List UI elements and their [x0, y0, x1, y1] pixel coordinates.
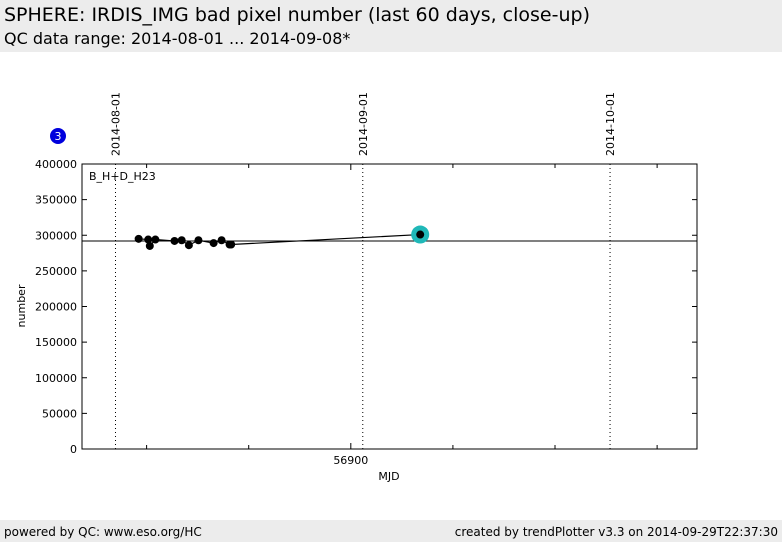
y-tick-label-4: 200000 [35, 301, 77, 314]
powered-by-text: powered by QC: www.eso.org/HC [4, 525, 202, 539]
created-by-text: created by trendPlotter v3.3 on 2014-09-… [454, 525, 778, 539]
y-tick-label-3: 150000 [35, 336, 77, 349]
data-point-1 [144, 235, 153, 244]
y-tick-label-2: 100000 [35, 372, 77, 385]
y-tick-label-6: 300000 [35, 229, 77, 242]
highlight-point [416, 230, 425, 239]
plot-area [81, 163, 698, 450]
data-point-0 [134, 234, 143, 243]
date-label-0: 2014-08-01 [110, 92, 123, 156]
data-point-8 [209, 239, 218, 248]
data-point-7 [194, 236, 203, 245]
footer-bar: powered by QC: www.eso.org/HC created by… [0, 520, 782, 542]
chart-annotation: B_H+D_H23 [89, 170, 156, 183]
date-label-1: 2014-09-01 [357, 92, 370, 156]
y-tick-label-1: 50000 [42, 407, 77, 420]
page-title: SPHERE: IRDIS_IMG bad pixel number (last… [4, 4, 590, 26]
data-point-4 [170, 236, 179, 245]
data-point-3 [151, 235, 160, 244]
badge-circle [50, 128, 66, 144]
y-tick-label-0: 0 [70, 443, 77, 456]
y-tick-label-5: 250000 [35, 265, 77, 278]
badge-number: 3 [55, 130, 62, 143]
data-point-11 [227, 240, 236, 249]
data-point-9 [217, 236, 226, 245]
data-point-6 [184, 241, 193, 250]
data-point-5 [177, 236, 186, 245]
data-point-2 [145, 241, 154, 250]
y-tick-label-7: 350000 [35, 194, 77, 207]
header-bar: SPHERE: IRDIS_IMG bad pixel number (last… [0, 0, 782, 52]
y-tick-label-8: 400000 [35, 158, 77, 171]
x-tick-label-0: 56900 [333, 454, 368, 467]
x-axis-label: MJD [378, 470, 399, 483]
y-axis-label: number [15, 284, 28, 327]
date-label-2: 2014-10-01 [604, 92, 617, 156]
page-subtitle: QC data range: 2014-08-01 ... 2014-09-08… [4, 29, 351, 48]
